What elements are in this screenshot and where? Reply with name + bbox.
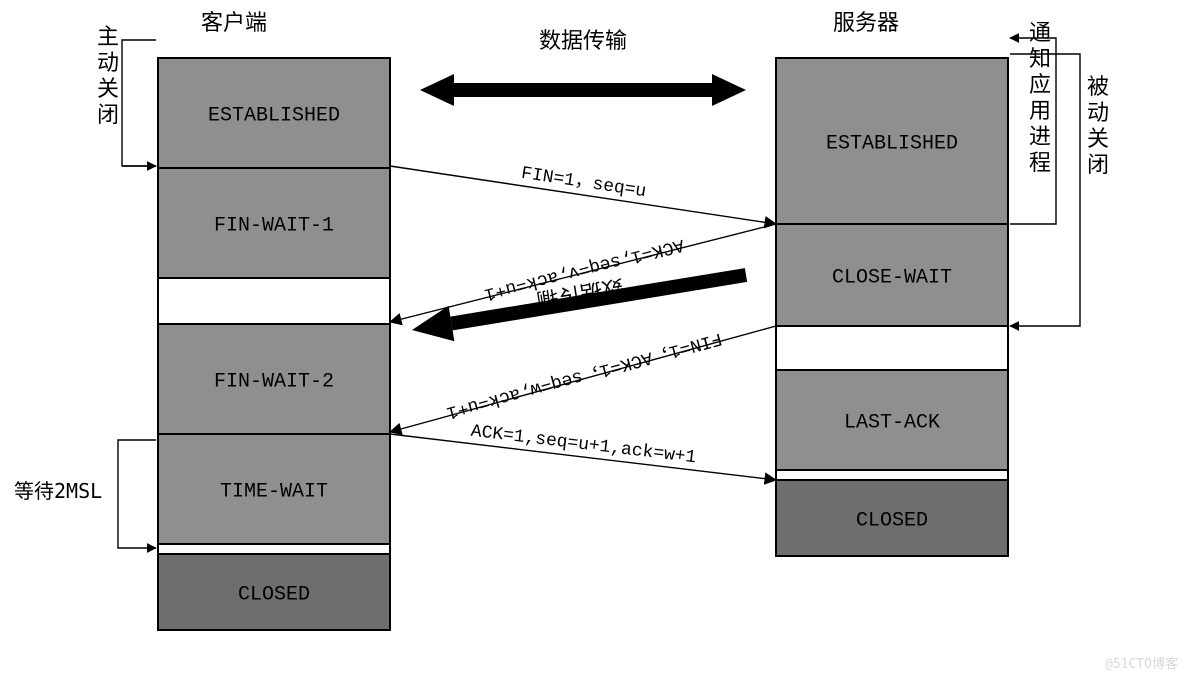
message-label: ACK=1,seq=u+1,ack=w+1 <box>470 422 698 469</box>
state-label: CLOSED <box>856 509 928 532</box>
vertical-label-char: 闭 <box>97 103 119 128</box>
state-label: ESTABLISHED <box>208 104 340 127</box>
state-label: LAST-ACK <box>844 411 940 434</box>
message-label: FIN=1，seq=u <box>520 164 648 203</box>
tcp-close-diagram: ESTABLISHED FIN-WAIT-1 FIN-WAIT-2 TIME-WAIT… <box>0 0 1184 674</box>
state-label: ESTABLISHED <box>826 132 958 155</box>
vertical-label-char: 主 <box>97 25 119 50</box>
vertical-label-char: 知 <box>1029 47 1051 72</box>
state-label: TIME-WAIT <box>220 480 328 503</box>
message-label: FIN=1，ACK=1，seq=w,ack=u+1 <box>444 328 724 423</box>
client-header: 客户端 <box>201 11 267 36</box>
vertical-label-char: 进 <box>1029 125 1051 150</box>
vertical-label-char: 应 <box>1029 73 1051 98</box>
double-arrow-head-right <box>712 74 746 106</box>
vertical-label-char: 被 <box>1087 75 1109 100</box>
state-label: FIN-WAIT-1 <box>214 214 334 237</box>
state-label: CLOSED <box>238 583 310 606</box>
state-label: CLOSE-WAIT <box>832 266 952 289</box>
vertical-label-char: 动 <box>97 51 119 76</box>
data-transfer-label: 数据传输 <box>539 29 627 54</box>
vertical-label-char: 关 <box>1087 127 1109 152</box>
bracket <box>122 40 156 166</box>
vertical-label-char: 动 <box>1087 101 1109 126</box>
watermark: @51CTO博客 <box>1105 656 1178 672</box>
vertical-label-char: 关 <box>97 77 119 102</box>
double-arrow-head-left <box>420 74 454 106</box>
state-label: FIN-WAIT-2 <box>214 370 334 393</box>
vertical-label-char: 闭 <box>1087 153 1109 178</box>
server-header: 服务器 <box>833 11 899 36</box>
vertical-label-char: 通 <box>1029 21 1051 46</box>
wait-2msl-label: 等待2MSL <box>14 479 102 503</box>
bracket-2msl <box>118 440 156 548</box>
vertical-label-char: 程 <box>1029 151 1051 176</box>
vertical-label-char: 用 <box>1029 99 1051 124</box>
